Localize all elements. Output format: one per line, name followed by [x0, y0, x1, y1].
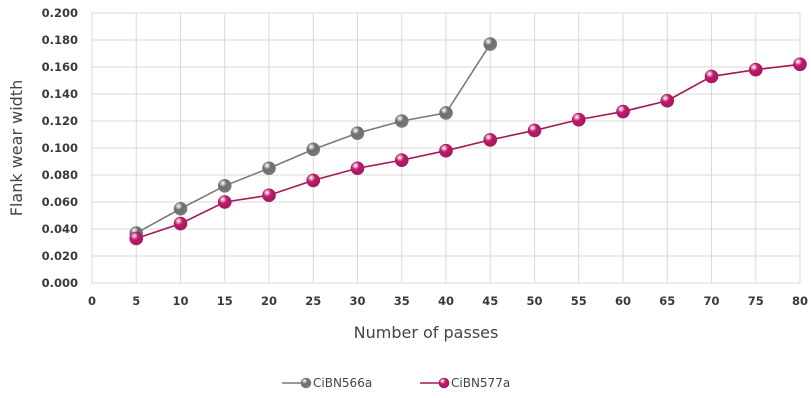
y-tick-label: 0.180: [42, 33, 78, 47]
data-point-CiBN577a: [704, 69, 719, 84]
x-tick-label: 15: [217, 294, 233, 308]
x-tick-label: 0: [88, 294, 96, 308]
x-tick-label: 45: [482, 294, 498, 308]
legend-marker-CiBN566a: [300, 377, 312, 389]
y-tick-label: 0.060: [42, 195, 78, 209]
x-tick-label: 70: [703, 294, 719, 308]
data-point-CiBN577a: [129, 231, 144, 246]
data-point-CiBN577a: [616, 104, 630, 119]
data-point-CiBN566a: [306, 142, 321, 157]
x-tick-label: 60: [615, 294, 631, 308]
legend-marker-CiBN577a: [438, 377, 450, 389]
data-point-CiBN566a: [173, 201, 188, 216]
data-point-CiBN577a: [439, 143, 453, 158]
y-tick-label: 0.160: [42, 60, 78, 74]
data-point-CiBN577a: [217, 195, 232, 209]
x-tick-label: 25: [305, 294, 321, 308]
x-tick-label: 35: [394, 294, 410, 308]
x-tick-label: 10: [172, 294, 188, 308]
x-tick-label: 80: [792, 294, 808, 308]
data-point-CiBN577a: [262, 188, 276, 203]
legend-label-CiBN577a: CiBN577a: [451, 376, 510, 390]
data-point-CiBN577a: [350, 161, 365, 176]
data-point-CiBN577a: [748, 62, 763, 77]
x-tick-label: 30: [349, 294, 365, 308]
data-point-CiBN566a: [439, 106, 453, 120]
y-tick-label: 0.080: [42, 168, 78, 182]
x-axis-title: Number of passes: [354, 323, 499, 342]
data-point-CiBN577a: [306, 173, 321, 188]
data-point-CiBN566a: [217, 179, 232, 193]
y-tick-label: 0.120: [42, 114, 78, 128]
x-tick-label: 65: [659, 294, 675, 308]
y-tick-label: 0.200: [42, 6, 78, 20]
legend-label-CiBN566a: CiBN566a: [313, 376, 372, 390]
data-point-CiBN577a: [483, 133, 498, 147]
series-line-CiBN577a: [135, 63, 801, 240]
x-tick-label: 55: [571, 294, 587, 308]
data-point-CiBN577a: [527, 123, 542, 138]
data-point-CiBN577a: [660, 93, 675, 108]
x-tick-label: 50: [526, 294, 542, 308]
data-point-CiBN566a: [483, 37, 498, 51]
y-axis-title: Flank wear width: [7, 80, 26, 216]
x-tick-label: 20: [261, 294, 277, 308]
y-tick-label: 0.000: [42, 276, 78, 290]
data-point-CiBN566a: [350, 126, 365, 140]
x-tick-label: 40: [438, 294, 454, 308]
data-point-CiBN577a: [571, 112, 586, 127]
data-point-CiBN566a: [262, 161, 276, 176]
data-point-CiBN566a: [394, 114, 409, 128]
data-point-CiBN577a: [394, 153, 409, 167]
x-tick-label: 5: [132, 294, 140, 308]
data-point-CiBN577a: [793, 57, 807, 72]
x-tick-label: 75: [748, 294, 764, 308]
y-tick-label: 0.100: [42, 141, 78, 155]
y-tick-label: 0.140: [42, 87, 78, 101]
data-point-CiBN577a: [173, 216, 188, 231]
y-tick-label: 0.020: [42, 249, 78, 263]
y-tick-label: 0.040: [42, 222, 78, 236]
